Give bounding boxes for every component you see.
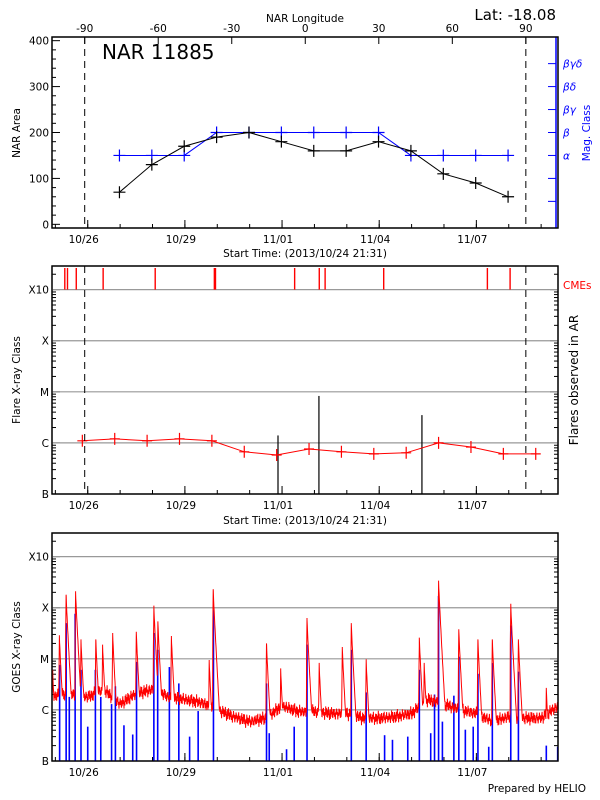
area-line <box>119 131 509 198</box>
area-point <box>307 144 320 157</box>
y-tick-label: B <box>42 489 49 501</box>
area-point <box>178 140 191 153</box>
top-x-tick-label: -90 <box>76 23 93 35</box>
y-tick-label: 100 <box>29 173 49 185</box>
flare-class-point <box>368 447 379 460</box>
cme-label: CMEs <box>563 280 592 292</box>
mag-class-point <box>469 149 482 162</box>
flare-class-point <box>239 445 250 458</box>
flare-class-point <box>206 434 217 447</box>
area-point <box>275 135 288 148</box>
flare-class-point <box>336 445 347 458</box>
area-point <box>340 144 353 157</box>
area-point <box>372 135 385 148</box>
x-tick-label: 11/01 <box>263 767 293 779</box>
top-x-tick-label: 0 <box>302 23 309 35</box>
x-tick-label: 11/04 <box>360 500 391 512</box>
x-tick-label: 10/29 <box>166 500 196 512</box>
top-x-tick-label: 30 <box>372 23 385 35</box>
flare-class-point <box>174 432 185 445</box>
area-point <box>469 177 482 190</box>
panel2-border <box>51 265 559 495</box>
mag-class-point <box>340 126 353 139</box>
y-tick-label: C <box>42 438 49 450</box>
mag-class-tick-label: βγδ <box>562 59 582 71</box>
y-tick-label: X10 <box>28 552 49 564</box>
panel1-ylabel: NAR Area <box>11 108 23 158</box>
goes-long-line <box>51 580 559 728</box>
panel2-frame <box>51 265 559 495</box>
y-tick-label: 200 <box>29 128 49 140</box>
area-point <box>113 186 126 199</box>
panel2-y2label: Flares observed in AR <box>567 315 581 445</box>
mag-class-point <box>113 149 126 162</box>
mag-class-point <box>307 126 320 139</box>
top-x-tick-label: -30 <box>223 23 240 35</box>
flare-class-point <box>77 434 88 447</box>
panel2-xlabel: Start Time: (2013/10/24 21:31) <box>223 515 387 527</box>
panel1-y2label: Mag. Class <box>581 105 593 161</box>
x-tick-label: 10/29 <box>166 234 196 246</box>
panel3-frame <box>51 532 559 762</box>
panel3-border <box>51 532 559 762</box>
x-tick-label: 10/26 <box>69 234 100 246</box>
y-tick-label: 300 <box>29 82 49 94</box>
panel1-border <box>51 36 559 229</box>
x-tick-label: 10/26 <box>69 500 100 512</box>
area-point <box>502 190 515 203</box>
flare-class-point <box>433 436 444 449</box>
y-tick-label: M <box>40 654 49 666</box>
panel2-ylabel: Flare X-ray Class <box>11 336 23 424</box>
top-axis-label: NAR Longitude <box>266 13 344 25</box>
x-tick-label: 11/01 <box>263 234 293 246</box>
x-tick-label: 10/29 <box>166 767 196 779</box>
x-tick-label: 11/07 <box>457 767 487 779</box>
panel3-ylabel: GOES X-ray Class <box>11 601 23 692</box>
y-tick-label: M <box>40 387 49 399</box>
panel1-xlabel: Start Time: (2013/10/24 21:31) <box>223 248 387 260</box>
mag-class-point <box>502 149 515 162</box>
flare-class-point <box>401 446 412 459</box>
flare-class-point <box>109 432 120 445</box>
mag-class-tick-label: α <box>563 150 570 162</box>
y-tick-label: 400 <box>29 36 49 48</box>
flare-class-point <box>304 442 315 455</box>
x-tick-label: 11/04 <box>360 767 391 779</box>
mag-class-tick-label: βγ <box>562 105 577 117</box>
x-tick-label: 11/07 <box>457 234 487 246</box>
y-tick-label: X10 <box>28 285 49 297</box>
top-x-tick-label: 60 <box>446 23 459 35</box>
flare-class-point <box>142 434 153 447</box>
area-point <box>145 158 158 171</box>
area-point <box>210 131 223 144</box>
top-x-tick-label: 90 <box>519 23 532 35</box>
x-tick-label: 10/26 <box>69 767 100 779</box>
y-tick-label: X <box>42 336 49 348</box>
y-tick-label: B <box>42 756 49 768</box>
flare-class-point <box>465 441 476 454</box>
x-tick-label: 11/04 <box>360 234 391 246</box>
mag-class-tick-label: βδ <box>562 82 576 94</box>
y-tick-label: 0 <box>42 219 49 231</box>
flare-class-point <box>271 448 282 461</box>
area-point <box>437 167 450 180</box>
top-x-tick-label: -60 <box>150 23 167 35</box>
latitude-label: Lat: -18.08 <box>474 6 556 24</box>
y-tick-label: X <box>42 603 49 615</box>
flare-class-point <box>498 447 509 460</box>
area-point <box>242 126 255 139</box>
x-tick-label: 11/01 <box>263 500 293 512</box>
prepared-by-label: Prepared by HELIO <box>488 783 586 795</box>
x-tick-label: 11/07 <box>457 500 487 512</box>
area-point <box>404 144 417 157</box>
flare-class-point <box>530 447 541 460</box>
y-tick-label: C <box>42 705 49 717</box>
mag-class-point <box>437 149 450 162</box>
mag-class-tick-label: β <box>562 128 570 140</box>
